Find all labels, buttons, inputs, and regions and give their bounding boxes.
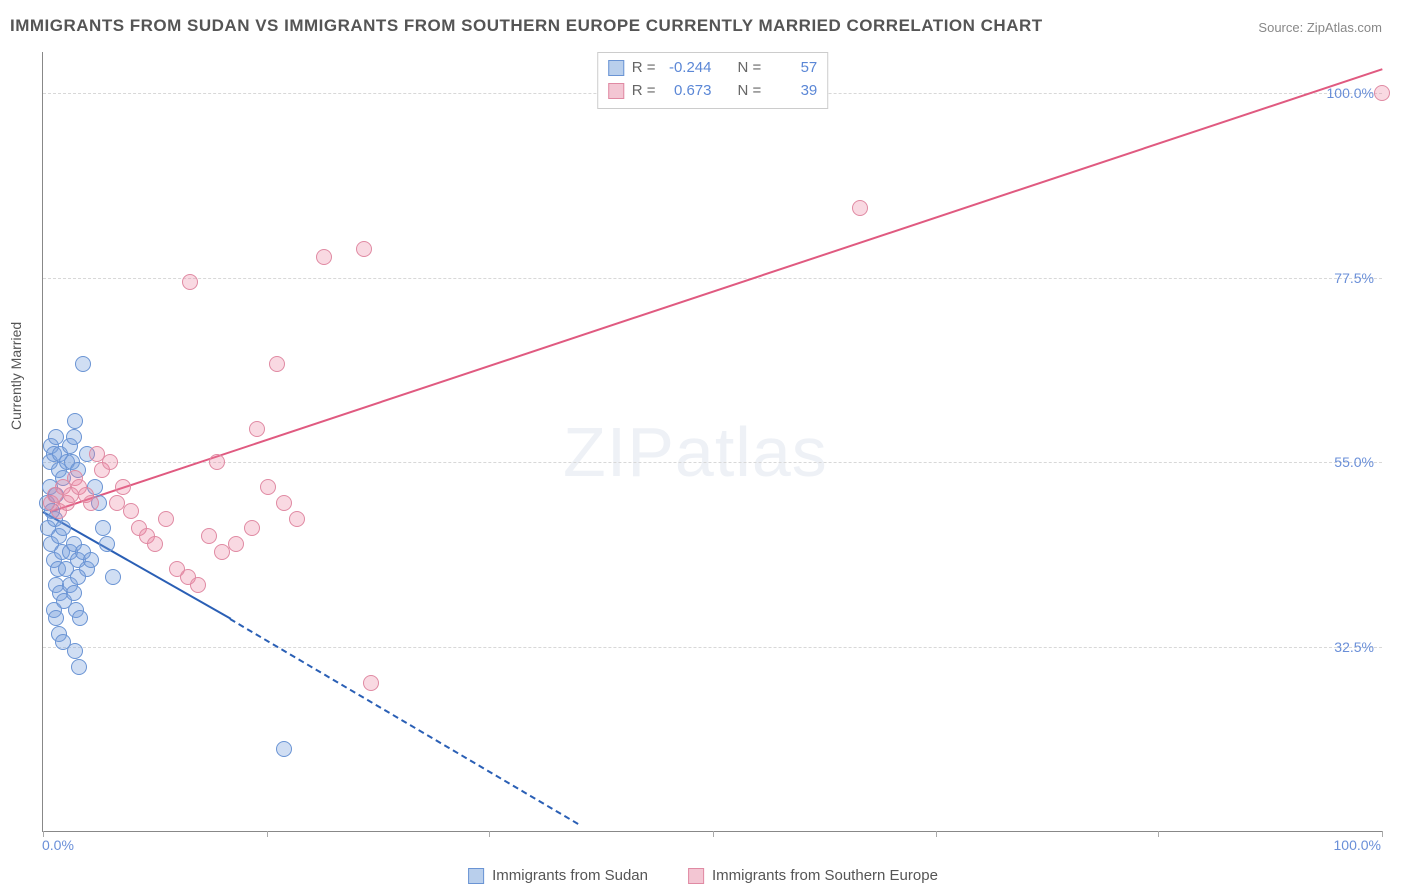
stat-n-label: N = [738, 80, 762, 103]
data-point [109, 495, 125, 511]
grid-line [43, 462, 1382, 463]
data-point [158, 511, 174, 527]
data-point [123, 503, 139, 519]
data-point [72, 610, 88, 626]
data-point [228, 536, 244, 552]
stats-row-sudan: R = -0.244 N = 57 [608, 57, 818, 80]
data-point [276, 741, 292, 757]
data-point [852, 200, 868, 216]
data-point [102, 454, 118, 470]
swatch-sudan [608, 60, 624, 76]
data-point [70, 569, 86, 585]
stat-r-value-sudan: -0.244 [664, 57, 712, 80]
data-point [249, 421, 265, 437]
stat-n-value-se: 39 [769, 80, 817, 103]
stat-r-value-se: 0.673 [664, 80, 712, 103]
scatter-chart: ZIPatlas R = -0.244 N = 57 R = 0.673 N =… [42, 52, 1382, 832]
data-point [356, 241, 372, 257]
watermark: ZIPatlas [563, 412, 828, 492]
data-point [95, 520, 111, 536]
source-name: ZipAtlas.com [1307, 20, 1382, 35]
data-point [190, 577, 206, 593]
data-point [99, 536, 115, 552]
watermark-thin: atlas [675, 413, 828, 491]
data-point [105, 569, 121, 585]
trend-line [49, 68, 1382, 513]
data-point [66, 585, 82, 601]
x-tick [1158, 831, 1159, 837]
data-point [269, 356, 285, 372]
y-tick-label: 77.5% [1334, 270, 1374, 286]
data-point [83, 552, 99, 568]
swatch-southern-europe [608, 83, 624, 99]
data-point [48, 610, 64, 626]
grid-line [43, 647, 1382, 648]
stat-n-value-sudan: 57 [769, 57, 817, 80]
legend-label-sudan: Immigrants from Sudan [492, 867, 648, 884]
x-tick [936, 831, 937, 837]
x-tick-label: 0.0% [42, 837, 74, 853]
stat-n-label: N = [738, 57, 762, 80]
swatch-sudan [468, 868, 484, 884]
y-axis-label: Currently Married [8, 322, 24, 430]
data-point [209, 454, 225, 470]
x-tick [489, 831, 490, 837]
y-tick-label: 55.0% [1334, 454, 1374, 470]
x-tick [1382, 831, 1383, 837]
legend-item-se: Immigrants from Southern Europe [688, 867, 938, 884]
watermark-bold: ZIP [563, 413, 675, 491]
data-point [83, 495, 99, 511]
y-tick-label: 100.0% [1327, 85, 1374, 101]
data-point [260, 479, 276, 495]
x-tick-label: 100.0% [1334, 837, 1381, 853]
x-tick [267, 831, 268, 837]
chart-title: IMMIGRANTS FROM SUDAN VS IMMIGRANTS FROM… [10, 16, 1043, 36]
data-point [316, 249, 332, 265]
x-tick [713, 831, 714, 837]
swatch-southern-europe [688, 868, 704, 884]
data-point [55, 520, 71, 536]
legend-item-sudan: Immigrants from Sudan [468, 867, 648, 884]
data-point [363, 675, 379, 691]
data-point [67, 413, 83, 429]
data-point [289, 511, 305, 527]
stat-r-label: R = [632, 57, 656, 80]
data-point [1374, 85, 1390, 101]
trend-line [230, 618, 579, 825]
stat-r-label: R = [632, 80, 656, 103]
data-point [71, 659, 87, 675]
legend-label-se: Immigrants from Southern Europe [712, 867, 938, 884]
data-point [67, 643, 83, 659]
data-point [201, 528, 217, 544]
grid-line [43, 278, 1382, 279]
data-point [182, 274, 198, 290]
data-point [276, 495, 292, 511]
data-point [115, 479, 131, 495]
data-point [147, 536, 163, 552]
y-tick-label: 32.5% [1334, 639, 1374, 655]
data-point [244, 520, 260, 536]
stats-row-se: R = 0.673 N = 39 [608, 80, 818, 103]
data-point [66, 429, 82, 445]
source-attribution: Source: ZipAtlas.com [1258, 20, 1382, 35]
x-axis-legend: Immigrants from Sudan Immigrants from So… [468, 867, 938, 884]
data-point [75, 356, 91, 372]
correlation-stats-box: R = -0.244 N = 57 R = 0.673 N = 39 [597, 52, 829, 109]
source-label: Source: [1258, 20, 1303, 35]
